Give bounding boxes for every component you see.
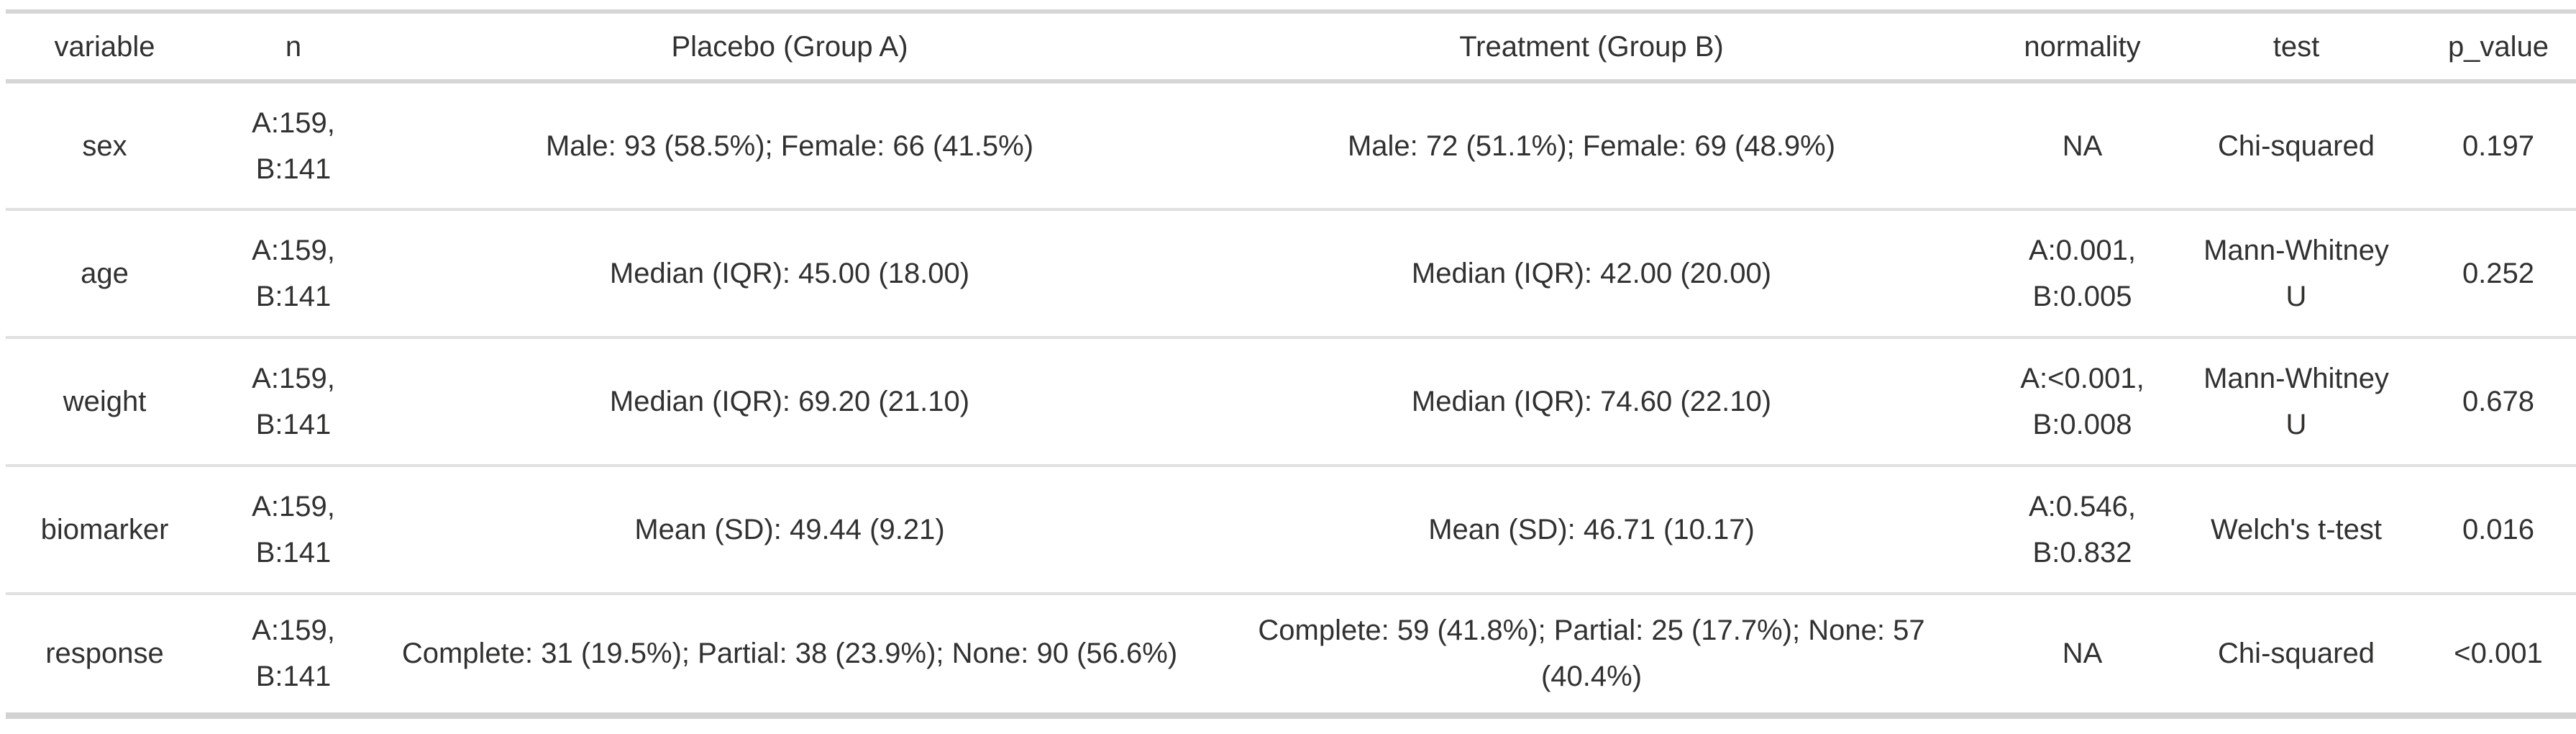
cell-normality: NA: [2062, 638, 2103, 670]
cell-treatment: Mean (SD): 46.71 (10.17): [1428, 514, 1755, 545]
table-row-weight: weight A:159, B:141 Median (IQR): 69.20 …: [6, 337, 2576, 466]
cell-n: A:159, B:141: [252, 235, 335, 312]
cell-n: A:159, B:141: [252, 615, 335, 693]
cell-p-value: <0.001: [2454, 638, 2543, 670]
cell-placebo: Mean (SD): 49.44 (9.21): [634, 514, 945, 545]
row-label: response: [45, 638, 164, 670]
column-header-variable: variable: [54, 30, 155, 63]
column-header-test: test: [2273, 30, 2320, 63]
cell-treatment: Median (IQR): 74.60 (22.10): [1411, 386, 1772, 417]
cell-test: Chi-squared: [2218, 638, 2375, 670]
table-row-sex: sex A:159, B:141 Male: 93 (58.5%); Femal…: [6, 81, 2576, 209]
cell-test: Chi-squared: [2218, 130, 2375, 162]
table-row-age: age A:159, B:141 Median (IQR): 45.00 (18…: [6, 209, 2576, 337]
row-label: age: [81, 258, 129, 289]
cell-treatment: Median (IQR): 42.00 (20.00): [1411, 258, 1772, 289]
column-header-placebo-group-a: Placebo (Group A): [671, 30, 908, 63]
table-header: variable n Placebo (Group A) Treatment (…: [6, 12, 2576, 81]
cell-p-value: 0.678: [2462, 386, 2535, 417]
cell-treatment: Complete: 59 (41.8%); Partial: 25 (17.7%…: [1258, 615, 1925, 693]
cell-n: A:159, B:141: [252, 491, 335, 568]
cell-test: Welch's t-test: [2210, 514, 2383, 545]
cell-test: Mann-Whitney U: [2203, 235, 2389, 312]
cell-n: A:159, B:141: [252, 363, 335, 440]
cell-normality: A:<0.001, B:0.008: [2020, 363, 2145, 440]
cell-treatment: Male: 72 (51.1%); Female: 69 (48.9%): [1347, 130, 1836, 162]
row-label: sex: [82, 130, 127, 162]
table-row-response: response A:159, B:141 Complete: 31 (19.5…: [6, 594, 2576, 715]
cell-normality: A:0.546, B:0.832: [2028, 491, 2136, 568]
cell-placebo: Complete: 31 (19.5%); Partial: 38 (23.9%…: [401, 638, 1178, 670]
cell-p-value: 0.252: [2462, 258, 2535, 289]
cell-p-value: 0.016: [2462, 514, 2535, 545]
cell-placebo: Male: 93 (58.5%); Female: 66 (41.5%): [545, 130, 1034, 162]
cell-n: A:159, B:141: [252, 107, 335, 185]
cell-placebo: Median (IQR): 69.20 (21.10): [609, 386, 970, 417]
table-row-biomarker: biomarker A:159, B:141 Mean (SD): 49.44 …: [6, 466, 2576, 594]
row-label: biomarker: [40, 514, 169, 545]
header-row: variable n Placebo (Group A) Treatment (…: [6, 12, 2576, 81]
group-comparison-table: variable n Placebo (Group A) Treatment (…: [6, 9, 2576, 719]
cell-test: Mann-Whitney U: [2203, 363, 2389, 440]
cell-placebo: Median (IQR): 45.00 (18.00): [609, 258, 970, 289]
table-body: sex A:159, B:141 Male: 93 (58.5%); Femal…: [6, 81, 2576, 715]
cell-normality: NA: [2062, 130, 2103, 162]
column-header-treatment-group-b: Treatment (Group B): [1459, 30, 1724, 63]
column-header-n: n: [285, 30, 302, 63]
cell-p-value: 0.197: [2462, 130, 2535, 162]
summary-table-container: variable n Placebo (Group A) Treatment (…: [6, 9, 2576, 719]
column-header-normality: normality: [2024, 30, 2141, 63]
row-label: weight: [63, 386, 147, 417]
cell-normality: A:0.001, B:0.005: [2028, 235, 2136, 312]
column-header-p-value: p_value: [2447, 30, 2549, 63]
